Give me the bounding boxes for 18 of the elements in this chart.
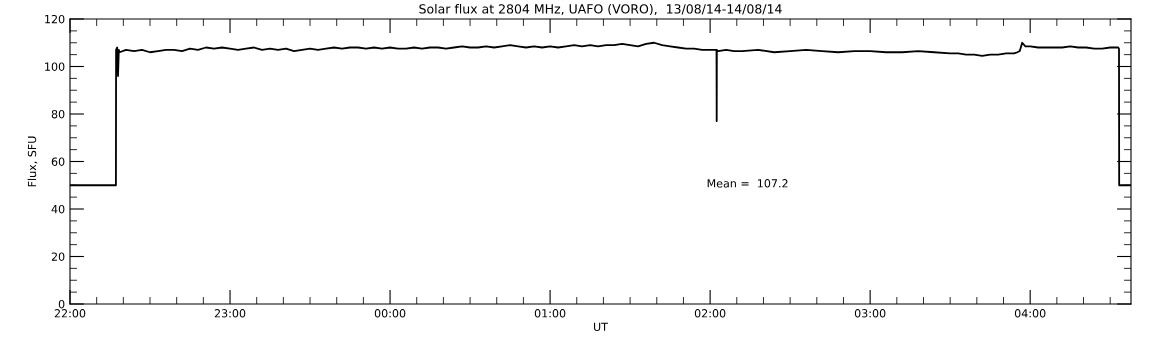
annotation: Mean = 107.2 bbox=[707, 179, 788, 188]
x-tick-label: 23:00 bbox=[214, 309, 246, 318]
x-tick-label: 03:00 bbox=[854, 309, 886, 318]
x-tick-label: 01:00 bbox=[534, 309, 566, 318]
x-tick-label: 00:00 bbox=[374, 309, 406, 318]
x-tick-label: 02:00 bbox=[694, 309, 726, 318]
y-tick-label: 0 bbox=[58, 299, 65, 309]
y-tick-label: 80 bbox=[51, 109, 65, 119]
chart-title: Solar flux at 2804 MHz, UAFO (VORO), 13/08/14-14/08/14 bbox=[419, 3, 782, 16]
x-axis-title: UT bbox=[594, 322, 608, 331]
y-tick-label: 60 bbox=[51, 157, 65, 166]
y-tick-label: 120 bbox=[45, 14, 65, 24]
y-axis-title: Flux, SFU bbox=[27, 136, 38, 187]
y-tick-label: 100 bbox=[45, 62, 65, 71]
x-tick-label: 22:00 bbox=[54, 309, 86, 318]
y-tick-label: 40 bbox=[51, 204, 65, 214]
x-tick-label: 04:00 bbox=[1014, 309, 1046, 318]
y-tick-label: 20 bbox=[51, 252, 65, 261]
